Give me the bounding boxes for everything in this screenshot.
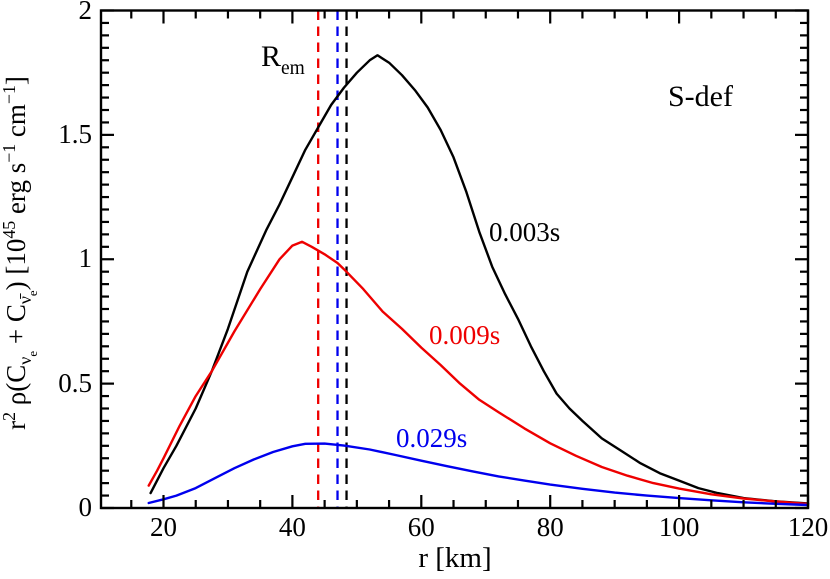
y-axis-title-part: r [1,420,31,430]
y-axis-title-part: e [25,290,41,297]
y-axis-title-part: ) [10 [1,238,31,291]
rem-label-subscript: em [281,57,305,79]
x-tick-label: 120 [787,512,829,542]
y-axis-title-part: ] [1,76,31,86]
y-axis-title-part: ν [15,356,36,365]
curve-label-0029s: 0.029s [396,423,468,453]
y-tick-label: 1 [78,243,93,274]
y-tick-label: 0 [78,492,93,522]
x-axis-title: r [km] [418,542,492,574]
x-tick-label: 40 [278,512,306,542]
curve-label-0003s: 0.003s [489,217,561,247]
rem-dashed-lines [317,10,348,508]
y-axis-title-part: erg s [1,162,31,221]
x-tick-label: 20 [150,512,177,542]
y-axis-title-part: e [25,350,41,357]
y-axis-title-part: 45 [0,220,20,239]
axis-ticks [101,9,810,510]
rem-radius-label: Rem [261,40,305,79]
y-axis-title-part: + C [1,304,31,351]
y-axis-title-part: 2 [0,411,20,421]
x-tick-label: 60 [407,512,435,542]
y-tick-label: 0.5 [58,367,92,398]
y-tick-label: 2 [78,0,93,25]
y-axis-title-part: −1 [0,143,20,163]
y-axis-title-part: ρ(C [1,364,31,412]
rem-label-base: R [261,40,282,73]
series-curve-0.009s [147,240,810,506]
series-curve-0.003s [149,54,810,505]
y-axis-title-part: ν̄ [15,296,36,305]
y-tick-label: 1.5 [58,118,92,149]
x-tick-label: 100 [658,512,700,542]
y-axis-title-part: cm [1,104,31,144]
curve-label-0009s: 0.009s [429,320,501,350]
x-tick-label: 80 [536,512,564,542]
model-label-sdef: S-def [668,80,733,113]
series-curve-0.029s [147,442,810,507]
y-axis-title-part: −1 [0,85,20,105]
series-curves [147,54,810,507]
